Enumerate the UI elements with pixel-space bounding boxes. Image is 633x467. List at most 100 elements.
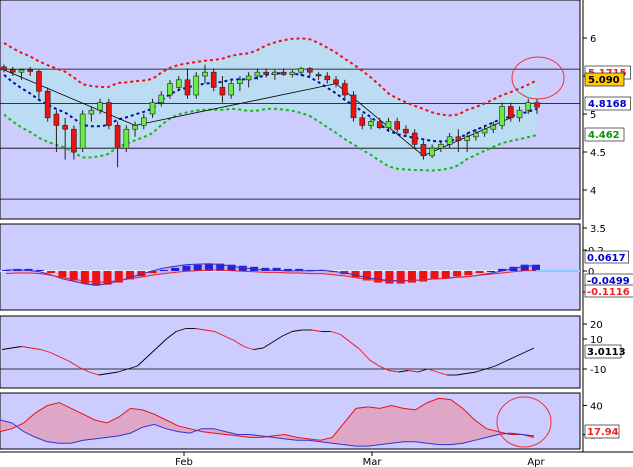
price-value-tag (584, 127, 625, 142)
macd-value-tag-text: 0.0617 (587, 253, 626, 264)
candle (106, 102, 112, 126)
oscillator-ytick-label: -10 (590, 365, 606, 376)
oscillator-line-segment (282, 331, 293, 337)
oscillator-line-segment (50, 352, 61, 358)
macd-histogram-bar (58, 271, 67, 278)
candle (9, 69, 16, 73)
bollinger-band-fill (4, 38, 537, 171)
macd-histogram-bar (92, 271, 101, 286)
macd-histogram-bar (419, 271, 428, 282)
oscillator-line-segment (330, 331, 341, 335)
candle (324, 75, 331, 81)
macd-histogram-bar (351, 271, 360, 278)
oscillator-line-segment (466, 371, 477, 374)
macd-histogram-bar (532, 264, 540, 271)
macd-histogram-bar (35, 269, 44, 271)
candle (202, 71, 208, 77)
candle (499, 106, 505, 126)
candle (210, 71, 217, 88)
macd-histogram-bar (126, 271, 135, 280)
oscillator-ytick-label: 20 (590, 320, 603, 331)
moving-average-line (3, 72, 538, 143)
oscillator-line-segment (127, 365, 138, 370)
candle (158, 94, 165, 103)
macd-histogram-bar (295, 268, 304, 271)
candle (228, 83, 234, 96)
macd-histogram-bar (148, 271, 157, 274)
oscillator-line-segment (243, 346, 254, 350)
oscillator-line-segment (98, 373, 109, 376)
candle (237, 79, 243, 84)
macd-histogram-bar (396, 271, 405, 284)
oscillator-line-segment (11, 346, 22, 349)
candle (333, 79, 339, 84)
candle (263, 71, 269, 75)
directional-ytick-label: 40 (590, 402, 603, 413)
oscillator-line-segment (146, 347, 158, 358)
directional-spread-fill (0, 398, 534, 447)
candle (394, 121, 400, 130)
macd-value-tag (584, 284, 633, 298)
directional-value-tag-text: 17.94 (587, 427, 619, 438)
oscillator-line-segment (427, 368, 438, 373)
candle (473, 132, 479, 138)
oscillator-line-segment (69, 361, 80, 368)
candle (385, 121, 392, 128)
oscillator-line-segment (88, 371, 99, 376)
oscillator-line-segment (379, 365, 390, 371)
candle (516, 109, 523, 119)
oscillator-line-segment (369, 359, 380, 367)
price-value-tag (584, 96, 631, 111)
macd-histogram-bar (171, 267, 180, 271)
candle (368, 121, 374, 126)
highlight-circle-directional (496, 396, 552, 448)
price-value-tag-text: 5.090 (588, 75, 620, 86)
oscillator-line-segment (417, 368, 428, 373)
candle (27, 69, 34, 72)
candle (184, 79, 191, 96)
date-axis-label: Mar (363, 457, 383, 467)
candle (420, 144, 427, 157)
candle (429, 147, 435, 157)
oscillator-line-segment (514, 352, 525, 358)
oscillator-line-segment (79, 367, 90, 373)
price-value-tag-text: 4.8168 (588, 99, 627, 110)
macd-histogram-bar (114, 271, 123, 283)
oscillator-line-segment (292, 329, 302, 332)
oscillator-line-segment (349, 341, 361, 350)
price-ytick-label: 5 (590, 110, 596, 121)
candle (219, 87, 226, 96)
macd-histogram-bar (204, 263, 213, 271)
date-axis-label: Feb (175, 457, 193, 467)
candle (289, 71, 296, 75)
trendline-0 (3, 69, 136, 126)
candle (525, 102, 532, 111)
candle (97, 102, 103, 111)
price-ytick-label: 3.5 (590, 224, 606, 235)
oscillator-line-segment (495, 361, 506, 367)
candle (507, 106, 514, 119)
macd-histogram-bar (385, 271, 394, 284)
oscillator-panel-bg (0, 315, 581, 389)
oscillator-line-segment (195, 328, 206, 331)
candle (175, 79, 182, 88)
candle (534, 102, 540, 108)
macd-histogram-bar (475, 271, 484, 274)
macd-histogram-bar (193, 264, 202, 271)
macd-histogram-bar (498, 268, 507, 271)
candle (376, 121, 383, 128)
candle (254, 71, 261, 77)
directional-value-tag (584, 424, 620, 439)
candle (411, 132, 418, 145)
candle (446, 136, 453, 145)
directional-negative-line (0, 419, 535, 447)
oscillator-line-segment (311, 329, 322, 332)
oscillator-line-segment (262, 341, 274, 349)
macd-histogram-bar (283, 268, 292, 271)
oscillator-line-segment (398, 370, 409, 373)
candle (455, 136, 462, 141)
oscillator-line-segment (117, 368, 128, 373)
price-ytick-label: 4.5 (590, 148, 606, 159)
